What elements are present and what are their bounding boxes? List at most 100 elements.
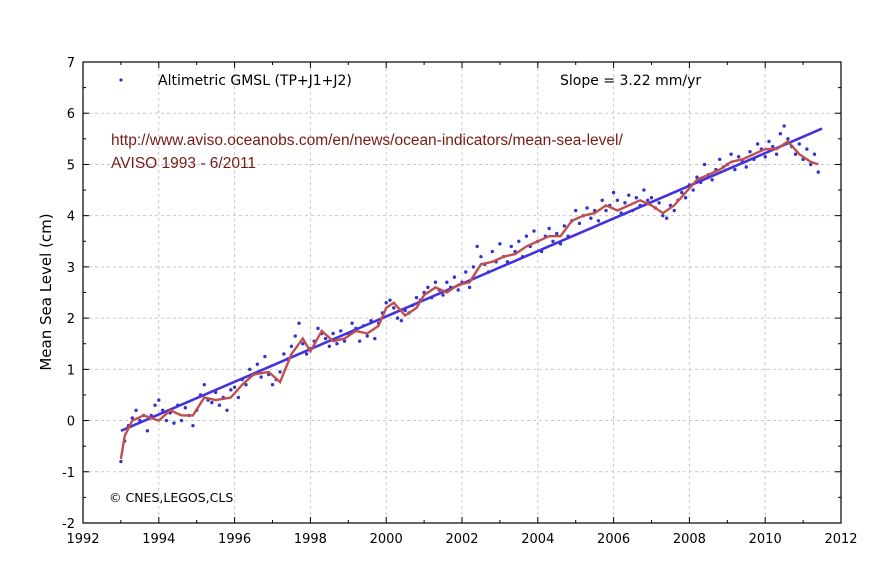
x-tick-label: 2010 [749,532,782,547]
data-point [733,167,737,172]
data-point [153,403,157,407]
legend-marker [119,78,123,82]
data-point [767,139,771,144]
data-point [342,339,347,343]
source-url: http://www.aviso.oceanobs.com/en/news/oc… [111,132,623,149]
data-point [464,270,468,274]
data-point [323,336,328,341]
x-tick-label: 2004 [521,532,554,547]
x-tick-label: 1994 [142,532,175,547]
x-tick-label: 1996 [218,532,251,547]
data-point [392,306,396,310]
legend: Altimetric GMSL (TP+J1+J2) [119,73,352,89]
data-point [729,152,733,156]
x-tick-label: 2000 [370,532,403,547]
data-point [210,400,214,405]
data-point [183,406,188,410]
data-point [683,196,688,200]
data-point [615,198,620,202]
data-point [585,206,589,210]
data-point [225,408,229,413]
data-point [134,408,138,413]
data-point [357,339,362,343]
y-tick-label: 0 [67,415,75,430]
data-point [498,242,502,246]
data-point [649,196,654,200]
data-point [301,342,305,346]
data-point [661,213,665,218]
data-point [445,280,449,284]
data-point [263,354,267,359]
data-point [604,208,608,213]
data-point [509,244,513,249]
data-point [611,190,616,195]
data-point [335,342,339,346]
data-point [395,316,400,320]
data-point [278,370,282,374]
data-point [808,162,813,167]
y-tick-label: 1 [67,363,75,378]
data-point [774,152,779,156]
data-point [248,367,252,372]
data-point [771,144,775,149]
data-point [805,147,809,151]
data-point [441,293,445,297]
data-point [350,321,354,325]
data-point [229,388,233,392]
data-point [202,383,206,387]
data-point [467,285,472,290]
data-point [718,157,722,162]
data-point [255,362,260,366]
data-point [793,152,798,156]
data-point [452,275,457,279]
data-point [710,178,714,182]
axis-ticks [82,61,842,524]
y-axis-label: Mean Sea Level (cm) [37,213,55,370]
data-point [744,165,748,169]
y-tick-label: 5 [67,158,75,173]
data-point [339,329,343,333]
data-point [145,429,150,433]
data-point [736,155,741,159]
data-point [244,383,248,387]
data-point [479,254,483,259]
data-point [270,383,275,387]
y-tick-label: -1 [62,466,75,481]
data-point [532,229,536,233]
x-tick-label: 2002 [445,532,478,547]
data-point [236,395,241,400]
y-tick-label: -2 [62,517,75,532]
data-point [574,208,578,213]
data-point [702,162,707,167]
data-point [388,298,392,302]
data-point [672,208,676,213]
x-tick-labels: 1992 1994 1996 1998 2000 2002 2004 2006 2008 2010… [66,532,857,547]
copyright-credit: © CNES,LEGOS,CLS [109,490,233,505]
data-point [797,142,802,146]
data-point [471,265,476,269]
data-point [596,219,601,223]
y-tick-label: 2 [67,312,75,327]
data-point [259,375,263,379]
data-point [331,331,335,336]
data-point [642,188,646,192]
data-point [157,398,161,402]
data-point [589,216,593,220]
data-point [691,188,695,192]
data-point [384,301,388,305]
data-point [551,239,555,243]
data-point [164,418,169,423]
data-point [373,336,377,341]
data-point [748,149,752,154]
y-tick-label: 7 [67,56,75,71]
data-point [517,239,521,243]
data-point [646,198,650,202]
x-tick-label: 2008 [673,532,706,547]
data-point [232,385,237,389]
data-point [623,201,627,205]
data-point [316,326,320,331]
data-point [475,244,479,249]
data-point [297,321,301,325]
data-point [282,352,286,356]
